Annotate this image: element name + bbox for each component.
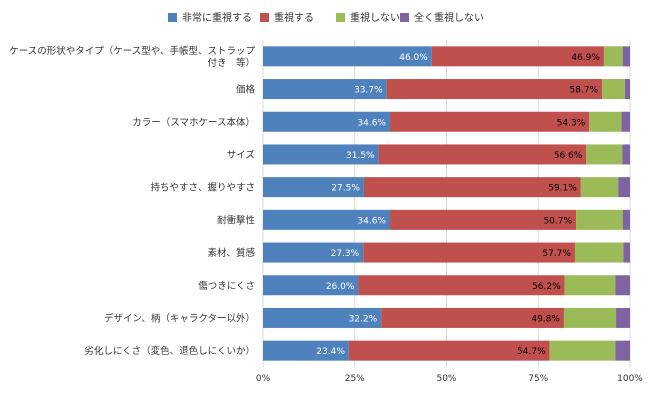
data-label: 57.7% bbox=[542, 249, 571, 259]
bar-segment bbox=[263, 242, 364, 263]
category-label: サイズ bbox=[227, 149, 256, 161]
bar-segment bbox=[618, 177, 630, 198]
data-label: 56.2% bbox=[532, 282, 561, 292]
bars: 46.0% 46.9% 33.7% 58.7% 34.6% 54.3% 31.5% 56.6%… bbox=[263, 46, 630, 361]
bar-segment bbox=[602, 79, 625, 100]
data-label: 27.3% bbox=[331, 249, 360, 259]
x-tick-label: 50% bbox=[436, 374, 456, 384]
bar-segment bbox=[564, 275, 616, 296]
bar-segment bbox=[389, 111, 590, 132]
legend-label: 非常に重視する bbox=[182, 11, 252, 24]
data-label: 56.6% bbox=[554, 151, 583, 161]
data-label: 58.7% bbox=[570, 86, 599, 96]
bar-segment bbox=[378, 144, 587, 165]
data-label: 34.6% bbox=[357, 118, 386, 128]
category-label: 傷つきにくさ bbox=[198, 280, 255, 292]
bar-segment bbox=[363, 177, 581, 198]
bar-segment bbox=[263, 340, 349, 361]
bar-segment bbox=[263, 177, 364, 198]
category-label: 価格 bbox=[236, 84, 256, 96]
bar-segment bbox=[263, 209, 390, 230]
data-label: 27.5% bbox=[331, 184, 360, 194]
data-label: 34.6% bbox=[357, 216, 386, 226]
bar-segment bbox=[363, 242, 575, 263]
category-label: デザイン、柄（キャラクター以外） bbox=[104, 312, 255, 324]
legend-swatch bbox=[400, 13, 409, 22]
x-tick-label: 75% bbox=[528, 374, 548, 384]
category-label: 耐衝撃性 bbox=[217, 214, 256, 226]
x-tick-label: 100% bbox=[617, 374, 643, 384]
bar-segment bbox=[381, 307, 564, 328]
bar-segment bbox=[263, 46, 432, 67]
legend: 非常に重視する 重視する 重視しない 全く重視しない bbox=[168, 11, 484, 24]
bar-segment bbox=[624, 79, 630, 100]
x-tick-label: 25% bbox=[345, 374, 365, 384]
bar-segment bbox=[263, 79, 387, 100]
data-label: 54.3% bbox=[557, 118, 586, 128]
data-label: 46.0% bbox=[399, 53, 428, 63]
bar-segment bbox=[263, 111, 390, 132]
legend-label: 全く重視しない bbox=[414, 11, 484, 24]
data-label: 49.8% bbox=[531, 314, 560, 324]
bar-segment bbox=[603, 46, 623, 67]
bar-segment bbox=[263, 144, 379, 165]
legend-swatch bbox=[336, 13, 345, 22]
data-label: 33.7% bbox=[354, 86, 383, 96]
category-label: 持ちやすさ、握りやすさ bbox=[150, 182, 255, 194]
legend-label: 重視しない bbox=[350, 11, 400, 24]
bar-segment bbox=[563, 307, 617, 328]
bar-segment bbox=[623, 242, 630, 263]
bar-segment bbox=[622, 144, 630, 165]
bar-segment bbox=[576, 209, 623, 230]
category-label: 劣化しにくさ（変色、退色しにくいか） bbox=[84, 345, 255, 357]
data-label: 31.5% bbox=[346, 151, 375, 161]
bar-segment bbox=[580, 177, 619, 198]
data-label: 32.2% bbox=[349, 314, 378, 324]
bar-segment bbox=[263, 307, 382, 328]
x-tick-label: 0% bbox=[256, 374, 271, 384]
data-label: 54.7% bbox=[517, 347, 546, 357]
bar-segment bbox=[549, 340, 616, 361]
bar-segment bbox=[615, 340, 630, 361]
legend-label: 重視する bbox=[274, 11, 314, 24]
bar-segment bbox=[589, 111, 622, 132]
category-label: 付き 等） bbox=[207, 57, 255, 69]
legend-swatch bbox=[260, 13, 269, 22]
data-label: 59.1% bbox=[548, 184, 577, 194]
x-axis-tick-labels: 0% 25% 50% 75% 100% bbox=[256, 374, 643, 384]
bar-segment bbox=[263, 275, 359, 296]
bar-segment bbox=[615, 275, 630, 296]
bar-segment bbox=[431, 46, 604, 67]
bar-segment bbox=[586, 144, 623, 165]
bar-segment bbox=[622, 46, 630, 67]
data-label: 50.7% bbox=[543, 216, 572, 226]
bar-segment bbox=[348, 340, 550, 361]
bar-segment bbox=[621, 111, 630, 132]
legend-swatch bbox=[168, 13, 177, 22]
category-label: 素材、質感 bbox=[207, 247, 255, 259]
category-label: カラー（スマホケース本体） bbox=[132, 116, 255, 128]
bar-segment bbox=[574, 242, 624, 263]
bar-segment bbox=[616, 307, 630, 328]
data-label: 26.0% bbox=[326, 282, 355, 292]
data-label: 23.4% bbox=[316, 347, 345, 357]
bar-segment bbox=[386, 79, 603, 100]
data-label: 46.9% bbox=[571, 53, 600, 63]
bar-segment bbox=[358, 275, 565, 296]
bar-segment bbox=[389, 209, 577, 230]
category-label: ケースの形状やタイプ（ケース型や、手帳型、ストラップ bbox=[9, 45, 255, 57]
bar-segment bbox=[622, 209, 630, 230]
